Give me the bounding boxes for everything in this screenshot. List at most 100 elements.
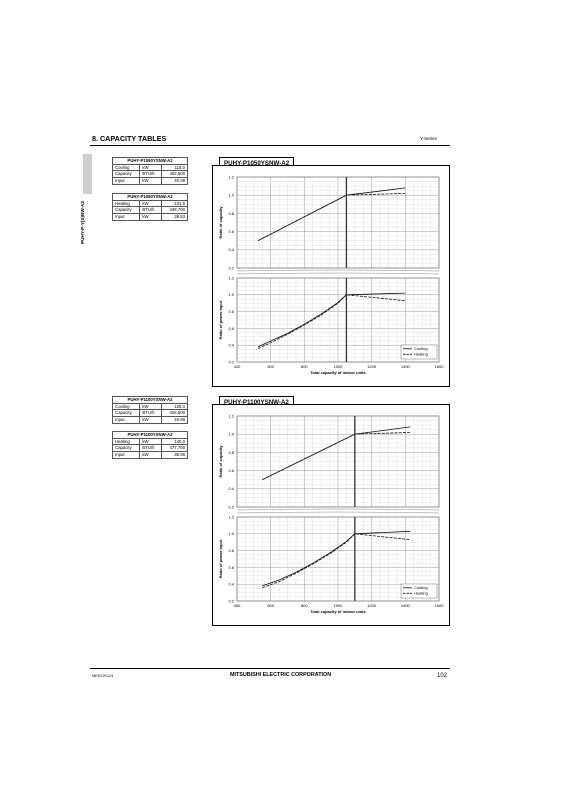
row-unit: kW [139,177,163,185]
side-tab-marker [83,154,92,194]
x-tick-label: 1200 [367,364,377,369]
y-axis-label: Ratio of power input [218,539,223,578]
row-value: 46.99 [161,416,188,424]
x-tick-label: 400 [234,603,241,608]
series-line-cooling [262,530,411,587]
spec-table-cooling-2: PUHY-P1100YSNW-A2 Cooling kW 125.0 Capacit… [111,396,188,424]
table-row: Capacity BTU/h 477,700 [111,444,188,453]
x-axis-label: Total capacity of indoor units [310,609,366,614]
row-unit: kW [139,199,163,208]
spec-table-title: PUHY-P1100YSNW-A2 [112,396,188,404]
table-row: Cooling kW 118.0 [111,163,188,172]
x-tick-label: 800 [301,364,308,369]
spec-table-heating-2: PUHY-P1100YSNW-A2 Heating kW 140.0 Capacit… [111,431,188,459]
spec-table-title: PUHY-P1100YSNW-A2 [112,431,188,439]
y-axis-label: Ratio of capacity [218,445,223,478]
row-unit: BTU/h [139,170,163,179]
series-label: Y-Series [420,136,437,141]
y-tick-label: 0.4 [228,486,234,491]
table-row: Heating kW 140.0 [111,437,188,446]
plot-area [236,415,440,508]
y-tick-label: 1.0 [228,292,234,297]
chart-frame-2: 0.2 0.4 0.6 0.8 1.0 1.2 Ratio of capacity 0.2 0.… [212,404,450,626]
y-tick-label: 1.0 [228,193,234,198]
plot-area [236,176,440,269]
series-line-cooling [257,187,406,242]
section-title: 8. CAPACITY TABLES [92,134,167,143]
chart-frame-1: 0.2 0.4 0.6 0.8 1.0 1.2 Ratio of capacity 0.2 0.… [212,165,450,387]
row-unit: kW [139,416,163,424]
y-tick-label: 1.0 [228,531,234,536]
y-tick-label: 0.2 [228,598,234,603]
row-value: 46.09 [161,177,188,185]
row-unit: kW [139,402,163,411]
x-tick-label: 600 [267,364,274,369]
chart-title: PUHY-P1050YSNW-A2 [219,157,295,168]
row-label: Input [111,213,141,221]
y-tick-label: 1.2 [228,275,234,280]
row-label: Input [111,451,141,459]
table-row: Capacity BTU/h 448,700 [111,206,188,215]
table-row: Cooling kW 125.0 [111,402,188,411]
table-row: Input kW 46.99 [111,416,188,424]
y-tick-label: 1.0 [228,432,234,437]
row-value: 402,600 [161,170,188,179]
x-tick-label: 600 [267,603,274,608]
series-line-heating [262,432,411,481]
y-tick-label: 0.4 [228,247,234,252]
row-value: 477,700 [161,444,188,453]
y-tick-label: 0.2 [228,265,234,270]
row-label: Capacity [111,444,141,453]
x-axis-label: Total capacity of indoor units [310,370,366,375]
x-tick-label: 400 [234,364,241,369]
y-tick-label: 0.8 [228,548,234,553]
spec-table-title: PUHY-P1050YSNW-A2 [112,157,188,165]
table-row: Input kW 46.09 [111,177,188,185]
spec-table-cooling-1: PUHY-P1050YSNW-A2 Cooling kW 118.0 Capacit… [111,157,188,185]
row-label: Capacity [111,170,141,179]
side-model-label: PUHY-P-Y(S)NW-A2 [79,201,85,244]
y-tick-label: 0.6 [228,565,234,570]
y-tick-label: 0.4 [228,343,234,348]
chart-panel-capacity: 0.2 0.4 0.6 0.8 1.0 1.2 Ratio of capacity [218,413,440,509]
x-tick-label: 1600 [435,364,445,369]
y-tick-label: 0.6 [228,326,234,331]
row-unit: kW [139,163,163,172]
row-value: 38.88 [161,451,188,459]
page-number: 102 [437,673,448,679]
row-value: 38.83 [161,213,188,221]
legend-label-heating: Heating [414,591,428,596]
x-tick-label: 1400 [401,364,411,369]
y-tick-label: 0.2 [228,504,234,509]
x-tick-label: 1600 [435,603,445,608]
row-unit: kW [139,451,163,459]
row-value: 118.0 [161,163,188,172]
footer-rule [90,668,450,669]
row-value: 448,700 [161,206,188,215]
series-line-cooling [262,426,411,481]
legend-label-cooling: Cooling [414,585,428,590]
table-row: Capacity BTU/h 402,600 [111,170,188,179]
x-tick-label: 800 [301,603,308,608]
y-axis-label: Ratio of capacity [218,206,223,239]
table-row: Input kW 38.83 [111,213,188,221]
legend-label-heating: Heating [414,352,428,357]
row-label: Heating [111,199,141,208]
legend-label-cooling: Cooling [414,346,428,351]
series-line-heating [257,294,406,349]
row-unit: kW [139,213,163,221]
chart-title: PUHY-P1100YSNW-A2 [219,396,294,407]
y-tick-label: 0.4 [228,582,234,587]
y-tick-label: 0.8 [228,309,234,314]
row-label: Capacity [111,206,141,215]
y-tick-label: 1.2 [228,514,234,519]
chart-panel-power-input: 0.2 0.4 0.6 0.8 1.0 1.2 Ratio of power input [218,514,440,603]
row-label: Capacity [111,409,141,418]
axis-break-mark [236,511,440,514]
plot-area [236,277,440,363]
series-line-heating [257,193,406,242]
